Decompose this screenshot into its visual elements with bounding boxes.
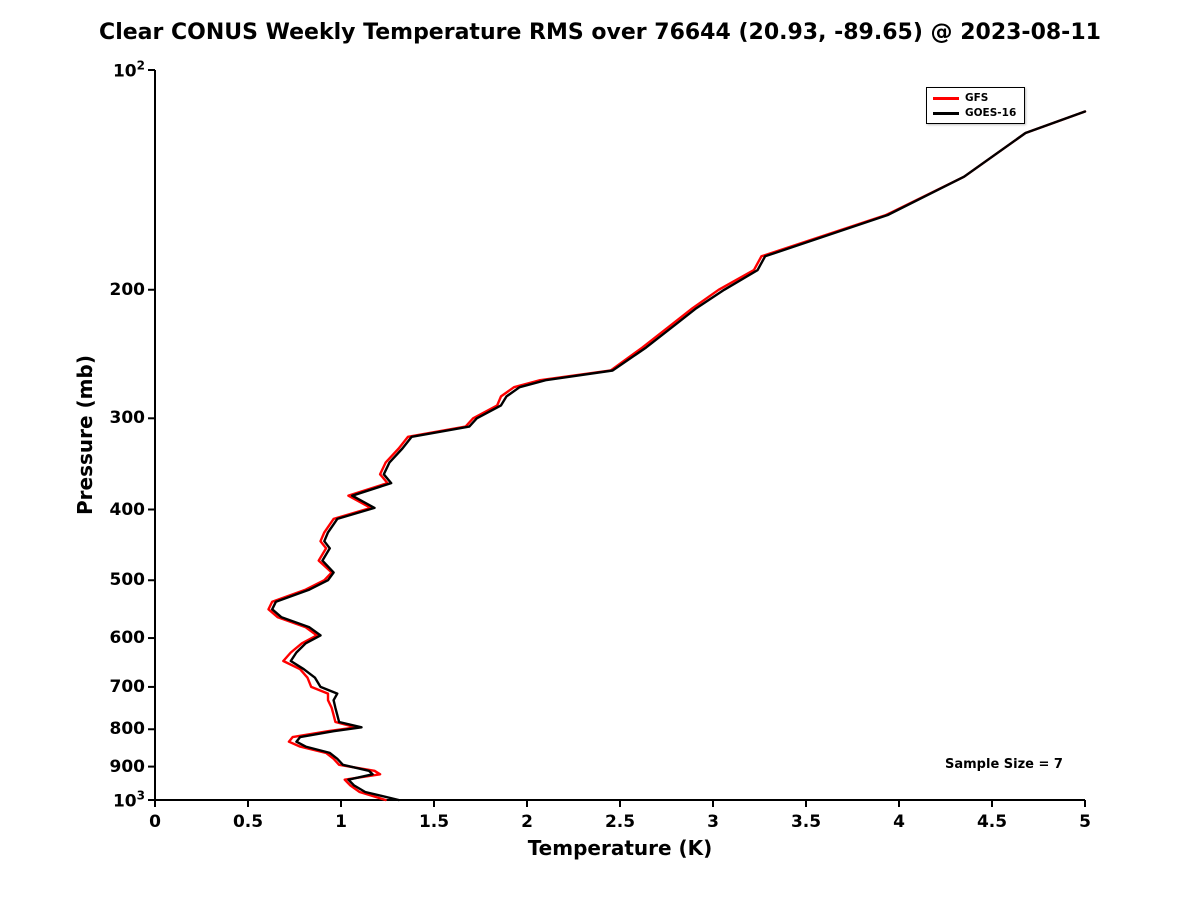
y-tick-label: 200 [109,279,146,300]
x-tick-label: 0 [149,812,161,832]
x-tick-label: 1 [335,812,347,832]
legend-swatch [933,111,959,115]
y-tick-label: 700 [109,676,146,697]
y-axis-label: Pressure (mb) [73,355,97,515]
x-axis-label: Temperature (K) [527,836,713,860]
legend-item-goes16: GOES-16 [933,107,1016,119]
sample-size-annotation: Sample Size = 7 [945,757,1063,772]
y-tick-label: 103 [112,788,145,812]
legend-label: GOES-16 [965,107,1017,119]
y-tick-label: 500 [109,570,146,591]
legend-swatch [933,96,959,100]
x-tick-label: 3 [707,812,719,832]
y-tick-label: 300 [109,408,146,429]
y-tick-label: 900 [109,756,146,777]
x-tick-label: 5 [1079,812,1091,832]
x-tick-label: 2 [521,812,533,832]
x-tick-label: 4 [893,812,905,832]
x-tick-label: 4.5 [976,812,1008,832]
legend-item-gfs: GFS [933,92,1016,104]
y-tick-label: 600 [109,628,146,649]
x-tick-label: 3.5 [790,812,822,832]
x-tick-label: 0.5 [232,812,264,832]
chart-title: Clear CONUS Weekly Temperature RMS over … [99,20,1101,45]
x-tick-label: 2.5 [604,812,636,832]
y-tick-label: 800 [109,719,146,740]
legend-label: GFS [965,92,989,104]
y-tick-label: 102 [112,58,145,82]
legend: GFS GOES-16 [926,87,1026,124]
x-tick-label: 1.5 [418,812,450,832]
y-tick-label: 400 [109,499,146,520]
